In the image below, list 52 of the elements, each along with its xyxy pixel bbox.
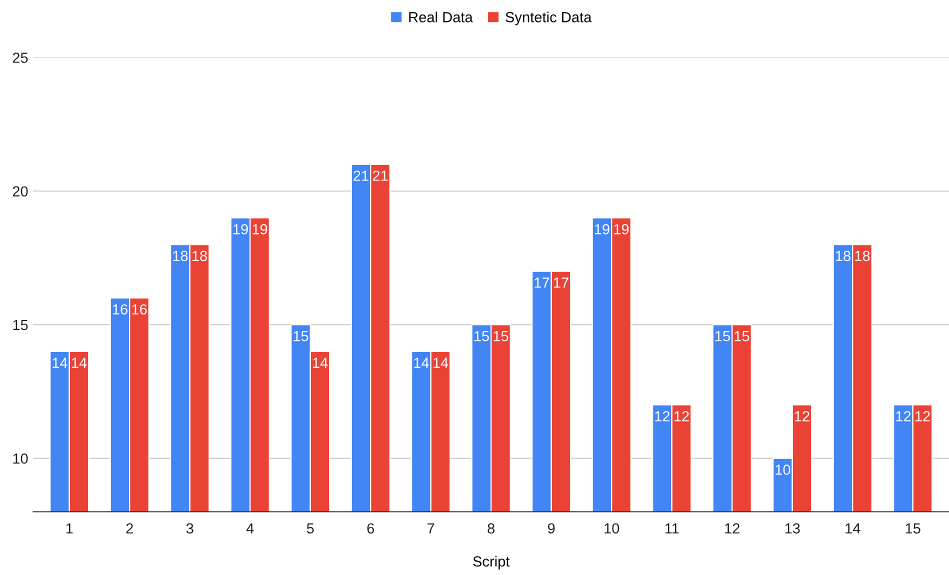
y-tick-label: 20 bbox=[12, 186, 28, 197]
data-label: 19 bbox=[594, 224, 610, 234]
data-label: 12 bbox=[655, 411, 670, 422]
data-label: 14 bbox=[414, 358, 429, 368]
data-label: 17 bbox=[554, 278, 568, 288]
y-tick-label: 25 bbox=[12, 52, 28, 63]
data-label: 15 bbox=[715, 331, 730, 342]
y-tick-label: 10 bbox=[13, 453, 28, 464]
data-label: 19 bbox=[614, 224, 629, 234]
data-label: 14 bbox=[313, 358, 328, 368]
legend-label: Syntetic Data bbox=[506, 12, 592, 26]
data-label: 15 bbox=[494, 331, 508, 342]
data-label: 18 bbox=[855, 250, 870, 262]
x-tick-label: 5 bbox=[306, 523, 314, 534]
x-tick-label: 4 bbox=[246, 523, 254, 534]
data-label: 21 bbox=[372, 170, 388, 181]
x-tick-label: 2 bbox=[126, 523, 133, 534]
x-tick-label: 1 bbox=[66, 523, 73, 534]
x-tick-label: 12 bbox=[725, 523, 740, 534]
data-label: 14 bbox=[434, 358, 448, 368]
x-tick-label: 9 bbox=[548, 523, 555, 534]
x-tick-label: 7 bbox=[428, 523, 434, 534]
data-label: 16 bbox=[112, 304, 128, 315]
data-label: 14 bbox=[52, 358, 68, 368]
data-label: 18 bbox=[173, 250, 188, 262]
data-label: 12 bbox=[794, 411, 810, 422]
data-label: 12 bbox=[674, 411, 689, 422]
data-label: 16 bbox=[132, 304, 147, 315]
legend-label: Real Data bbox=[409, 12, 473, 22]
x-tick-label: 11 bbox=[665, 523, 679, 534]
data-label: 19 bbox=[233, 224, 248, 234]
data-label: 19 bbox=[252, 224, 268, 234]
data-label: 15 bbox=[294, 331, 308, 342]
y-tick-label: 15 bbox=[13, 320, 28, 330]
x-tick-label: 13 bbox=[785, 523, 800, 534]
data-label: 21 bbox=[354, 170, 368, 181]
x-tick-label: 3 bbox=[186, 523, 194, 534]
x-tick-label: 14 bbox=[846, 523, 860, 534]
x-tick-label: 6 bbox=[367, 523, 374, 534]
x-tick-label: 10 bbox=[604, 523, 620, 534]
x-tick-label: 8 bbox=[488, 523, 495, 534]
data-label: 12 bbox=[896, 411, 911, 422]
data-label: 10 bbox=[776, 464, 790, 475]
data-label: 14 bbox=[72, 358, 87, 368]
data-label: 18 bbox=[192, 250, 207, 262]
x-tick-label: 15 bbox=[906, 523, 920, 534]
data-label: 12 bbox=[915, 411, 930, 422]
data-label: 15 bbox=[474, 331, 489, 342]
data-label: 17 bbox=[534, 278, 550, 288]
x-axis-title: Script bbox=[473, 556, 510, 570]
data-label: 18 bbox=[836, 250, 850, 262]
data-label: 15 bbox=[734, 331, 750, 342]
